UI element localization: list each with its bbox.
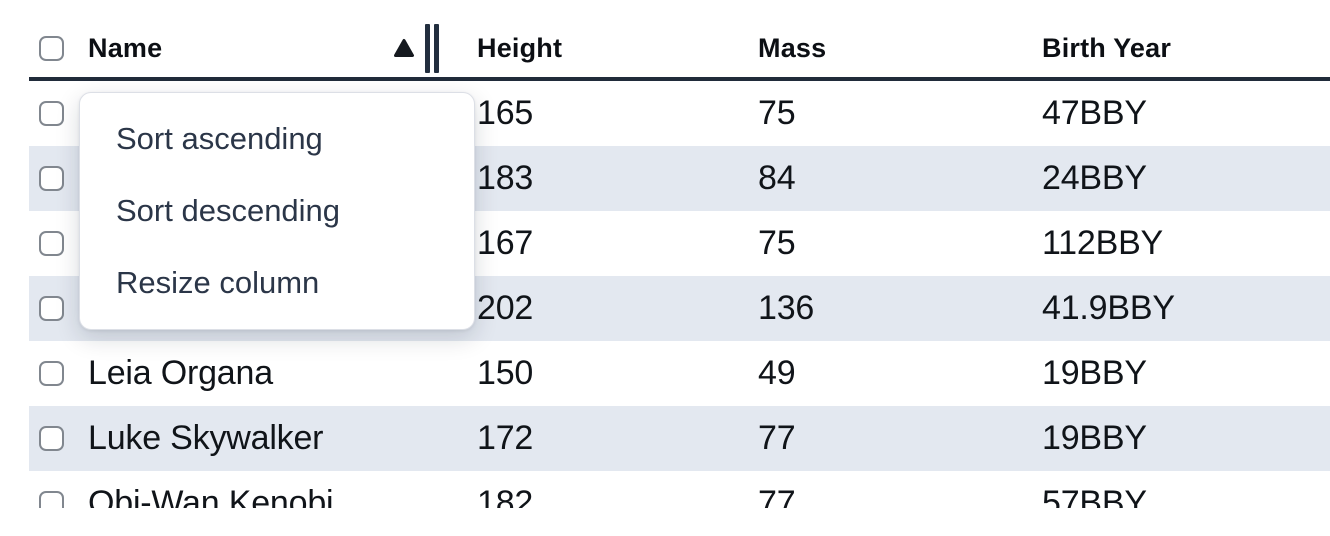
- column-header-name-label: Name: [88, 32, 163, 63]
- cell-mass: 49: [758, 354, 796, 392]
- row-checkbox[interactable]: [39, 426, 64, 451]
- table-header-row: Name Height Mass Birth Year: [29, 0, 1330, 81]
- select-all-cell: [29, 35, 68, 61]
- cell-height: 183: [477, 159, 534, 197]
- cell-mass: 77: [758, 484, 796, 508]
- table-row: Leia Organa 150 49 19BBY: [29, 341, 1330, 406]
- row-checkbox[interactable]: [39, 166, 64, 191]
- column-header-mass-label: Mass: [758, 32, 827, 63]
- sort-ascending-icon: [394, 39, 414, 57]
- cell-name: Obi-Wan Kenobi: [88, 484, 334, 508]
- row-select-cell: [29, 211, 68, 276]
- column-header-mass[interactable]: Mass: [738, 33, 1022, 64]
- cell-mass: 75: [758, 94, 796, 132]
- menu-item-resize-column[interactable]: Resize column: [116, 265, 320, 300]
- cell-height: 165: [477, 94, 534, 132]
- cell-height: 167: [477, 224, 534, 262]
- column-header-birth-year-label: Birth Year: [1042, 32, 1172, 63]
- column-resize-handle[interactable]: [425, 23, 439, 73]
- cell-mass: 136: [758, 289, 815, 327]
- cell-name: Luke Skywalker: [88, 419, 324, 457]
- cell-birth-year: 47BBY: [1042, 94, 1147, 132]
- cell-height: 202: [477, 289, 534, 327]
- column-header-name[interactable]: Name: [68, 23, 457, 73]
- row-select-cell: [29, 81, 68, 146]
- row-checkbox[interactable]: [39, 296, 64, 321]
- row-checkbox[interactable]: [39, 101, 64, 126]
- column-header-height-label: Height: [477, 32, 563, 63]
- table-row: Luke Skywalker 172 77 19BBY: [29, 406, 1330, 471]
- row-select-cell: [29, 146, 68, 211]
- column-header-name-controls: [393, 23, 457, 73]
- cell-birth-year: 19BBY: [1042, 354, 1147, 392]
- row-select-cell: [29, 276, 68, 341]
- menu-item-sort-ascending[interactable]: Sort ascending: [116, 121, 323, 156]
- menu-item-sort-descending[interactable]: Sort descending: [116, 193, 341, 228]
- cell-mass: 77: [758, 419, 796, 457]
- cell-height: 182: [477, 484, 534, 508]
- cell-name: Leia Organa: [88, 354, 273, 392]
- row-select-cell: [29, 406, 68, 471]
- table-row: Obi-Wan Kenobi 182 77 57BBY: [29, 471, 1330, 508]
- cell-birth-year: 24BBY: [1042, 159, 1147, 197]
- row-select-cell: [29, 341, 68, 406]
- cell-birth-year: 57BBY: [1042, 484, 1147, 508]
- cell-mass: 84: [758, 159, 796, 197]
- cell-birth-year: 41.9BBY: [1042, 289, 1175, 327]
- column-context-menu: Sort ascending Sort descending Resize co…: [79, 92, 475, 330]
- row-checkbox[interactable]: [39, 231, 64, 256]
- cell-birth-year: 112BBY: [1042, 224, 1164, 262]
- row-checkbox[interactable]: [39, 361, 64, 386]
- row-checkbox[interactable]: [39, 491, 64, 508]
- cell-mass: 75: [758, 224, 796, 262]
- column-header-birth-year[interactable]: Birth Year: [1022, 33, 1330, 64]
- row-select-cell: [29, 471, 68, 508]
- cell-height: 172: [477, 419, 534, 457]
- cell-birth-year: 19BBY: [1042, 419, 1147, 457]
- select-all-checkbox[interactable]: [39, 35, 64, 61]
- cell-height: 150: [477, 354, 534, 392]
- column-header-height[interactable]: Height: [457, 33, 738, 64]
